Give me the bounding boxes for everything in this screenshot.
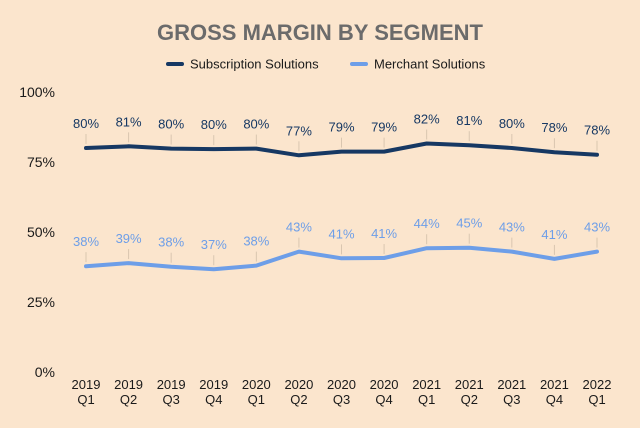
x-tick-label: 2019 Q2 [114,377,143,407]
x-tick-label: 2020 Q2 [284,377,313,407]
data-label: 43% [286,220,312,235]
data-label: 37% [201,237,227,252]
data-label: 82% [414,112,440,127]
data-label: 38% [243,234,269,249]
data-label: 79% [371,120,397,135]
x-tick-label: 2019 Q4 [199,377,228,407]
data-label: 78% [584,123,610,138]
data-label: 80% [201,117,227,132]
data-label: 41% [371,226,397,241]
data-label: 38% [73,234,99,249]
legend-label: Merchant Solutions [374,57,486,72]
data-label: 80% [73,116,99,131]
x-tick-label: 2020 Q1 [242,377,271,407]
data-label: 79% [328,120,354,135]
x-tick-label: 2020 Q3 [327,377,356,407]
series-layer: 80% 81% 80% 80% 80% 77% 79% 79% 82% 81% 80% 78% 78% 3… [73,112,610,272]
series-subscription: 80% 81% 80% 80% 80% 77% 79% 79% 82% 81% 80% 78% 78% [73,112,610,158]
x-tick-label: 2021 Q2 [455,377,484,407]
data-label: 45% [456,216,482,231]
x-tick-label: 2019 Q1 [72,377,101,407]
data-label: 44% [414,216,440,231]
x-tick-label: 2021 Q4 [540,377,569,407]
series-line [84,141,599,158]
y-tick-label: 25% [27,294,55,310]
x-tick-label: 2019 Q3 [157,377,186,407]
y-tick-label: 0% [35,364,55,380]
data-label: 41% [541,227,567,242]
data-label: 78% [541,120,567,135]
y-tick-label: 100% [19,84,55,100]
x-axis: 2019 Q1 2019 Q2 2019 Q3 2019 Q4 2020 Q1 2020 Q2 2020… [72,377,612,407]
data-label: 80% [158,117,184,132]
x-tick-label: 2022 Q1 [583,377,612,407]
data-label: 43% [584,220,610,235]
x-tick-label: 2020 Q4 [370,377,399,407]
chart-title: GROSS MARGIN BY SEGMENT [157,20,484,45]
data-label: 41% [328,226,354,241]
data-label: 38% [158,235,184,250]
y-axis: 100% 75% 50% 25% 0% [19,84,55,380]
series-line [84,245,599,272]
data-label: 80% [243,117,269,132]
data-label: 80% [499,116,525,131]
series-merchant: 38% 39% 38% 37% 38% 43% 41% 41% 44% 45% 43% 41% 43% [73,216,610,272]
data-label: 81% [456,113,482,128]
x-tick-label: 2021 Q1 [412,377,441,407]
x-tick-label: 2021 Q3 [497,377,526,407]
legend-label: Subscription Solutions [190,57,319,72]
data-label: 39% [116,231,142,246]
y-tick-label: 50% [27,224,55,240]
y-tick-label: 75% [27,154,55,170]
data-label: 77% [286,123,312,138]
data-label: 43% [499,220,525,235]
legend: Subscription Solutions Merchant Solutions [166,57,486,72]
data-label: 81% [116,114,142,129]
